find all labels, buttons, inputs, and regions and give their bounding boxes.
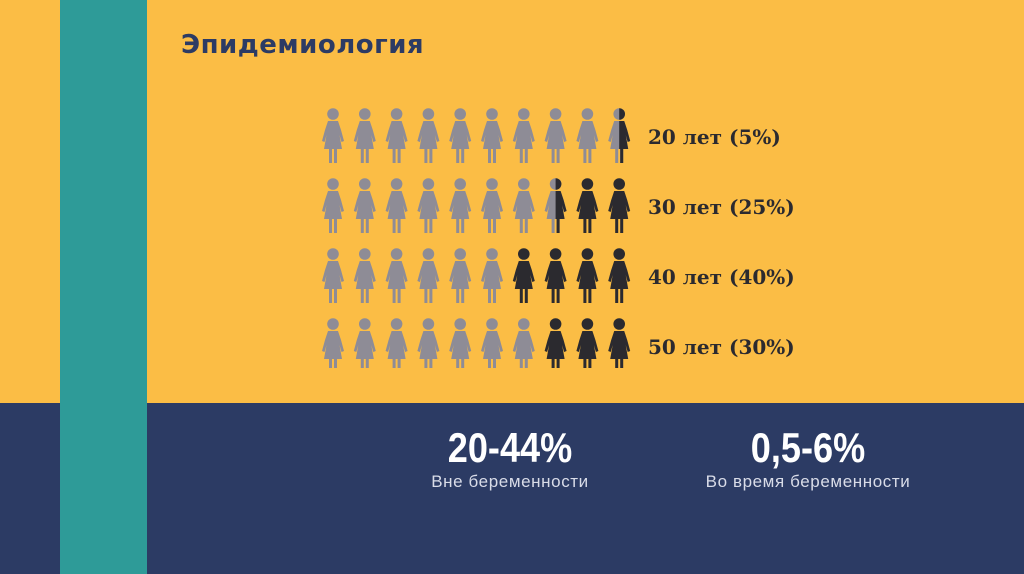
female-figure-icon xyxy=(353,248,376,303)
row-label: 40 лет (40%) xyxy=(648,265,795,289)
female-figure-icon xyxy=(417,178,440,233)
female-figure-icon xyxy=(481,318,503,368)
female-figure-icon xyxy=(353,108,376,163)
female-figure-icon xyxy=(576,178,599,233)
female-figure-icon xyxy=(449,248,472,303)
female-figure-icon xyxy=(544,318,567,368)
female-figure-icon xyxy=(576,108,599,163)
female-figure-icon xyxy=(385,318,408,368)
female-figure-icon xyxy=(449,108,472,163)
female-figure-icon xyxy=(481,248,503,303)
stat-value-pregnant: 0,5-6% xyxy=(750,424,866,471)
female-figure-icon xyxy=(417,318,440,368)
female-figure-icon xyxy=(512,108,535,163)
female-figure-icon xyxy=(385,108,408,163)
slide-title: Эпидемиология xyxy=(181,30,425,60)
female-figure-icon xyxy=(608,108,631,163)
female-figure-icon xyxy=(385,178,408,233)
accent-stripe xyxy=(60,0,147,574)
female-figure-icon xyxy=(608,248,631,303)
female-figure-icon xyxy=(512,318,535,368)
row-label: 50 лет (30%) xyxy=(648,335,795,359)
female-figure-icon xyxy=(353,178,376,233)
female-figure-icon xyxy=(512,178,535,233)
female-figure-icon xyxy=(417,108,440,163)
stat-value-non-pregnant: 20-44% xyxy=(447,424,573,471)
female-figure-icon xyxy=(512,248,535,303)
female-figure-icon xyxy=(576,248,599,303)
female-figure-icon xyxy=(608,178,631,233)
top-band xyxy=(0,0,1024,403)
bottom-band xyxy=(0,403,1024,574)
female-figure-icon xyxy=(417,248,440,303)
pictogram-chart: 20 лет (5%) 30 лет (25%) 40 лет (40%) 50 ле… xyxy=(322,108,795,368)
female-figure-icon xyxy=(322,318,344,368)
female-figure-icon xyxy=(385,248,408,303)
female-figure-icon xyxy=(544,108,567,163)
female-figure-icon xyxy=(481,108,503,163)
female-figure-icon xyxy=(576,318,599,368)
female-figure-icon xyxy=(608,318,631,368)
female-figure-icon xyxy=(544,248,567,303)
row-label: 20 лет (5%) xyxy=(648,125,781,149)
stat-label-pregnant: Во время беременности xyxy=(705,472,911,491)
female-figure-icon xyxy=(544,178,567,233)
female-figure-icon xyxy=(353,318,376,368)
female-figure-icon xyxy=(322,248,344,303)
stat-label-non-pregnant: Вне беременности xyxy=(431,472,589,491)
female-figure-icon xyxy=(449,178,472,233)
female-figure-icon xyxy=(449,318,472,368)
female-figure-icon xyxy=(322,108,344,163)
female-figure-icon xyxy=(481,178,503,233)
female-figure-icon xyxy=(322,178,344,233)
row-label: 30 лет (25%) xyxy=(648,195,795,219)
